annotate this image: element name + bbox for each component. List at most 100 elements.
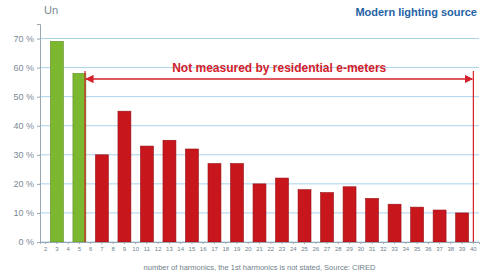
tick: 17 [211, 242, 218, 252]
tick-label: 20 % [13, 179, 34, 189]
bar [95, 155, 108, 242]
x-axis: 2345678910111213141516171819202122232425… [41, 242, 480, 252]
bar [231, 164, 244, 242]
tick-mark [191, 242, 192, 244]
tick-label: 13 [166, 246, 173, 252]
tick: 5 [78, 242, 82, 252]
tick-mark [45, 242, 46, 244]
bar [321, 193, 334, 242]
tick-label: 6 [89, 246, 93, 252]
tick-label: 38 [448, 246, 455, 252]
tick-mark [135, 242, 136, 244]
tick: 15 [189, 242, 196, 252]
tick-label: 40 [470, 246, 477, 252]
annotation-bound [84, 71, 85, 242]
tick-mark [349, 242, 350, 244]
tick-label: 50 % [13, 92, 34, 102]
tick: 13 [166, 242, 173, 252]
bar [343, 187, 356, 242]
tick-label: 35 [414, 246, 421, 252]
tick: 40 % [13, 121, 40, 131]
tick: 34 [402, 242, 409, 252]
bar [50, 41, 63, 242]
tick: 35 [414, 242, 421, 252]
y-label: Un [44, 4, 58, 16]
tick-mark [37, 126, 40, 127]
tick-label: 23 [279, 246, 286, 252]
tick-mark [37, 39, 40, 40]
tick-label: 15 [189, 246, 196, 252]
tick-mark [101, 242, 102, 244]
tick-mark [113, 242, 114, 244]
bar [276, 178, 289, 242]
tick: 40 [470, 242, 477, 252]
tick-label: 32 [380, 246, 387, 252]
tick-mark [394, 242, 395, 244]
tick-label: 18 [222, 246, 229, 252]
tick-mark [90, 242, 91, 244]
tick: 31 [369, 242, 376, 252]
tick: 10 % [13, 208, 40, 218]
bar [73, 73, 86, 242]
x-label: number of harmonics, the 1st harmonics i… [144, 263, 376, 272]
tick-label: 17 [211, 246, 218, 252]
tick: 30 [357, 242, 364, 252]
tick-mark [293, 242, 294, 244]
annotation-bound [473, 71, 474, 242]
tick: 6 [89, 242, 93, 252]
tick: 0 % [18, 237, 40, 247]
tick-mark [37, 242, 40, 243]
tick: 37 [436, 242, 443, 252]
tick-label: 27 [324, 246, 331, 252]
tick-mark [180, 242, 181, 244]
tick-mark [417, 242, 418, 244]
tick-label: 30 % [13, 150, 34, 160]
bar [253, 184, 266, 242]
tick: 29 [346, 242, 353, 252]
annotation-text: Not measured by residential e-meters [172, 61, 386, 75]
bar [163, 140, 176, 242]
tick: 26 [312, 242, 319, 252]
tick: 19 [234, 242, 241, 252]
bar [456, 213, 469, 242]
tick-label: 19 [234, 246, 241, 252]
tick-mark [124, 242, 125, 244]
tick-mark [37, 155, 40, 156]
tick: 7 [100, 242, 104, 252]
tick-mark [37, 184, 40, 185]
y-axis: 0 %10 %20 %30 %40 %50 %60 %70 % [13, 25, 40, 248]
tick-mark [146, 242, 147, 244]
tick-mark [214, 242, 215, 244]
tick-label: 21 [256, 246, 263, 252]
tick-label: 39 [459, 246, 466, 252]
bar [366, 198, 379, 242]
tick-mark [450, 242, 451, 244]
annotation: Not measured by residential e-meters [85, 61, 473, 242]
tick: 27 [324, 242, 331, 252]
tick: 32 [380, 242, 387, 252]
grid-line [40, 96, 479, 97]
tick: 20 [245, 242, 252, 252]
tick: 39 [459, 242, 466, 252]
tick-label: 36 [425, 246, 432, 252]
tick-mark [203, 242, 204, 244]
tick: 20 % [13, 179, 40, 189]
tick-mark [259, 242, 260, 244]
tick-mark [383, 242, 384, 244]
tick: 33 [391, 242, 398, 252]
tick: 12 [155, 242, 162, 252]
tick-mark [473, 242, 474, 244]
tick: 21 [256, 242, 263, 252]
tick-mark [68, 242, 69, 244]
series [95, 111, 468, 242]
axis-line [41, 243, 480, 245]
tick: 18 [222, 242, 229, 252]
tick-label: 34 [402, 246, 409, 252]
tick-label: 22 [267, 246, 274, 252]
tick-label: 26 [312, 246, 319, 252]
tick: 23 [279, 242, 286, 252]
tick-label: 14 [177, 246, 184, 252]
tick-label: 7 [100, 246, 104, 252]
tick: 38 [448, 242, 455, 252]
tick-mark [315, 242, 316, 244]
